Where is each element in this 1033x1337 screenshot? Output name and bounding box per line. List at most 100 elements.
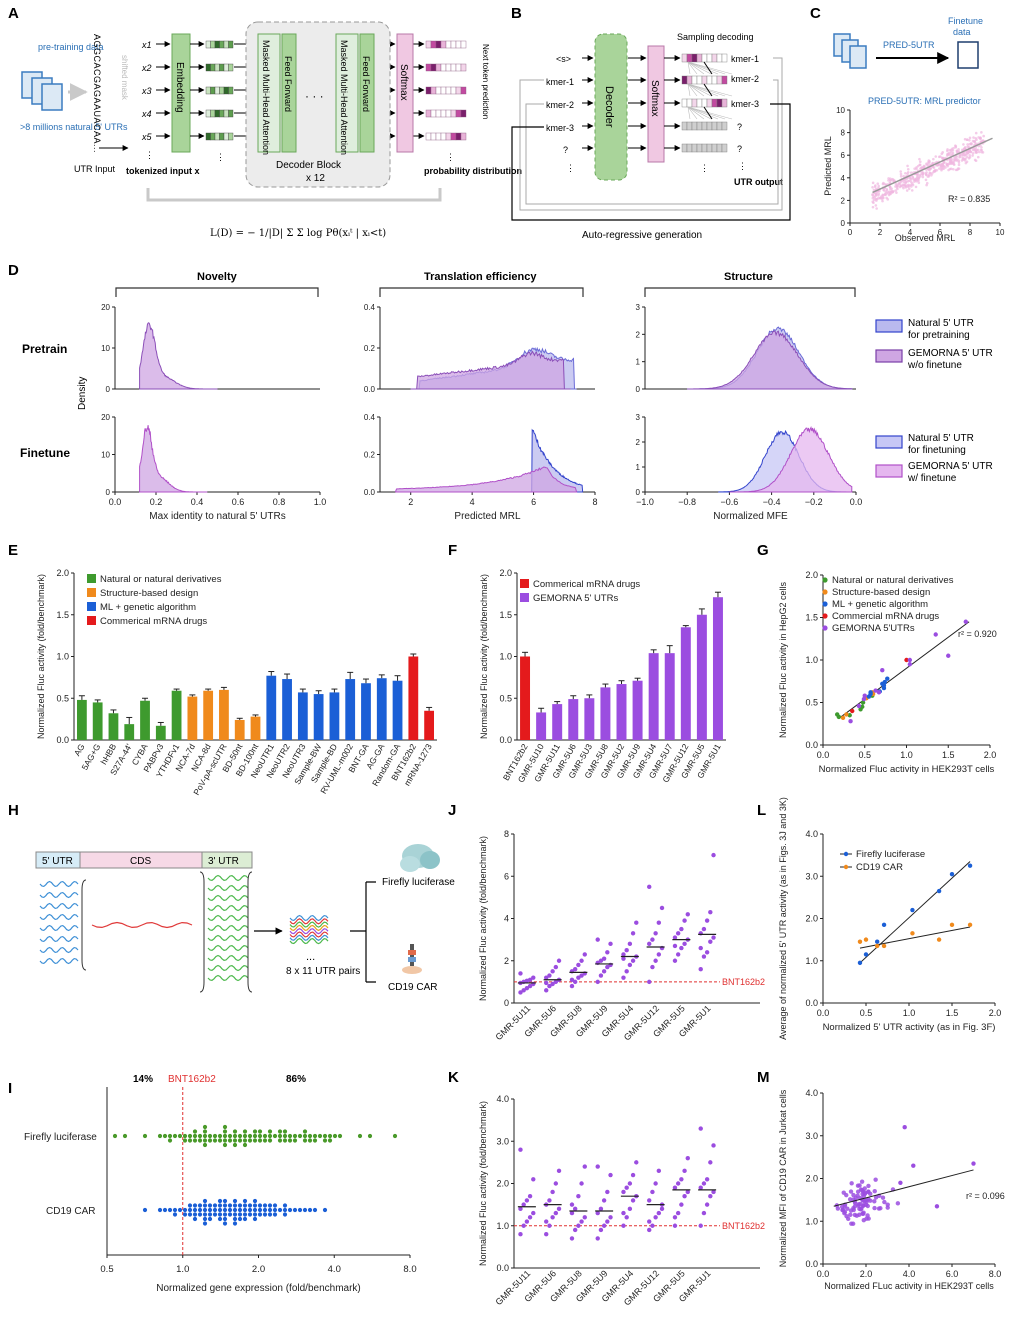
l-ytick-label: 1.0 (805, 956, 818, 966)
m-point (895, 1201, 901, 1206)
embedding-cell (219, 109, 225, 118)
b-prob-cell (721, 53, 728, 63)
c-point (904, 171, 907, 175)
c-ytick-label: 6 (841, 151, 846, 160)
e-legend-swatch (87, 616, 96, 625)
c-ytick-label: 10 (836, 106, 845, 115)
j-point (647, 884, 652, 890)
i-fluc-point (232, 1142, 238, 1148)
k-point (527, 1193, 533, 1199)
b-prob-cell (721, 143, 728, 153)
b-prob-cell (696, 121, 703, 131)
b-sample-ray (687, 83, 719, 97)
e-bar (140, 700, 150, 740)
h-branch (350, 881, 376, 983)
i-fluc-point (227, 1138, 233, 1143)
c-point (931, 161, 935, 165)
c-point (946, 163, 949, 167)
b-prob-cell (711, 75, 718, 85)
e-bar (219, 689, 229, 740)
i-car-point (172, 1212, 178, 1217)
prob-cell (455, 132, 462, 141)
e-bar (108, 713, 119, 740)
c-point (925, 181, 929, 185)
j-point (579, 958, 584, 963)
g-ylabel: Normalized Fluc activity in HepG2 cells (778, 581, 788, 738)
tokenized-label: tokenized input x (126, 166, 200, 176)
c-point (930, 173, 933, 177)
i-car-point (202, 1198, 208, 1204)
c-point (877, 192, 881, 196)
c-point (962, 143, 965, 146)
panel-letter-m: M (757, 1069, 770, 1086)
d-mrl-bot-xtick-label: 2 (408, 497, 413, 507)
f-legend-label: GEMORNA 5' UTRs (533, 593, 618, 604)
d-novelty-bot-ytick-label: 0 (106, 488, 111, 497)
prob-cell (430, 63, 437, 72)
panel-a: A pre-training data >8 millions natural … (8, 5, 522, 239)
j-ytick-label: 4 (504, 914, 509, 924)
m-ylabel: Normalized MFI of CD19 CAR in Jurkat cel… (778, 1089, 788, 1267)
j-point (698, 967, 703, 972)
d-mfe-top-ytick-label: 2 (636, 330, 641, 339)
embedding-cell (223, 86, 229, 95)
prob-cell (460, 109, 467, 118)
prob-cell (430, 109, 437, 118)
b-prob-cell (681, 143, 688, 153)
d-novelty-top-ytick-label: 20 (101, 303, 110, 312)
k-point (621, 1223, 626, 1228)
d-mrl-pretrain-gem (410, 350, 571, 390)
i-car-point (212, 1203, 218, 1208)
c-point (871, 205, 875, 209)
g-legend-label: Natural or natural derivatives (832, 575, 954, 586)
g-xtick-label: 0.5 (858, 750, 871, 760)
b-prob-cell (716, 75, 723, 85)
i-car-point (242, 1203, 248, 1208)
j-point (518, 971, 523, 976)
embedding-cell (214, 86, 220, 95)
k-point (544, 1219, 549, 1224)
panel-letter-b: B (511, 5, 522, 22)
i-xtick-label: 4.0 (328, 1264, 341, 1275)
e-bar (187, 696, 198, 740)
g-point (866, 694, 872, 699)
i-car-point (257, 1203, 263, 1208)
token-x3: x3 (141, 86, 152, 96)
b-sample-ray (687, 83, 712, 97)
c-point (932, 169, 936, 173)
mha-block-1 (257, 33, 281, 153)
i-fluc-point (222, 1133, 228, 1139)
i-car-point (217, 1212, 223, 1217)
embedding-cell (223, 63, 229, 72)
l-point (936, 937, 942, 942)
e-bar (76, 699, 87, 740)
h-utr3-label: 3' UTR (208, 856, 239, 867)
panel-i: I 14% BNT162b2 86% 0.5 1.0 2.0 4.0 8.0 Firefl… (8, 1074, 417, 1294)
prob-dist-label: probability distribution (424, 166, 522, 176)
b-sample-chosen (703, 106, 713, 120)
d-novelty-bot-xtick-label: 0.8 (273, 497, 286, 507)
c-point (921, 166, 924, 169)
utr3-wave (207, 974, 249, 982)
l-point (881, 943, 887, 949)
m-point (849, 1181, 854, 1186)
i-car-point (222, 1216, 228, 1222)
b-input-4: ? (563, 145, 568, 155)
d-mfe-top-ytick-label: 3 (636, 303, 641, 312)
d-col-title-structure: Structure (724, 271, 773, 283)
c-point (971, 139, 975, 143)
g-point (862, 693, 867, 698)
j-point (634, 920, 639, 925)
f-bar (536, 712, 547, 740)
embedding-cell (214, 40, 220, 49)
utr-count-label: >8 millions natural 5' UTRs (20, 122, 128, 132)
f-legend-swatch (520, 593, 529, 602)
l-xtick-label: 0.5 (860, 1008, 873, 1018)
j-point (572, 979, 578, 985)
i-fluc-point (177, 1133, 183, 1139)
i-fluc-point (192, 1133, 198, 1139)
c-point (941, 163, 945, 166)
embedding-cell (228, 63, 234, 72)
c-point (871, 200, 875, 204)
c-point (971, 154, 974, 157)
